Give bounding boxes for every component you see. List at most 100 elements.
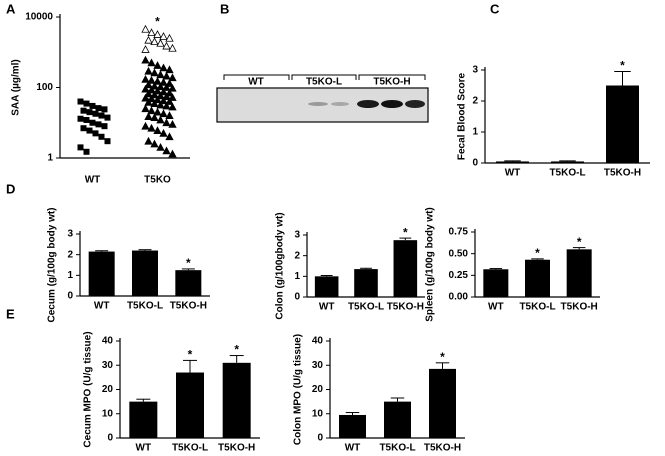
data-point (153, 95, 162, 104)
data-point (83, 116, 90, 123)
data-point (156, 38, 165, 47)
bar (339, 414, 366, 438)
data-point (86, 127, 93, 134)
data-point (150, 68, 159, 77)
data-point (141, 84, 150, 93)
data-point (156, 70, 165, 79)
data-point (159, 78, 168, 86)
y-axis-label: Spleen (g/100g body wt) (425, 207, 436, 321)
data-point (153, 107, 162, 116)
y-tick-label: 30 (312, 360, 324, 371)
blot-band (331, 102, 349, 106)
data-point (165, 111, 174, 119)
data-point (162, 118, 171, 127)
significance-mark: * (234, 343, 239, 357)
y-tick-label: 0.50 (449, 248, 469, 259)
data-point (147, 85, 156, 94)
bar (222, 362, 251, 438)
blot-band (405, 100, 425, 108)
data-point (156, 115, 165, 124)
data-point (150, 139, 159, 148)
y-axis-label: Cecum (g/100g body wt) (47, 207, 58, 322)
data-point (162, 83, 171, 91)
data-point (144, 89, 153, 98)
data-point (147, 58, 156, 67)
data-point (147, 94, 156, 103)
y-tick-label: 0 (317, 433, 323, 444)
data-point (77, 115, 84, 122)
bar (551, 161, 584, 163)
x-tick-label: T5KO-L (519, 302, 555, 313)
data-point (150, 113, 159, 121)
bar (354, 269, 378, 297)
panel-label: E (6, 306, 15, 321)
data-point (153, 86, 162, 95)
panel-label: B (220, 1, 229, 16)
y-tick-label: 2 (294, 250, 300, 261)
data-point (144, 97, 153, 106)
y-tick-label: 40 (312, 336, 324, 347)
data-point (168, 102, 177, 111)
data-point (89, 119, 96, 126)
data-point (150, 37, 159, 46)
data-point (159, 109, 168, 118)
data-point (159, 96, 168, 105)
data-point (159, 129, 168, 137)
data-point (77, 98, 84, 105)
blot-band (308, 102, 328, 106)
y-tick-label: 1 (67, 270, 73, 281)
panel-label: C (490, 1, 500, 16)
bar (606, 85, 639, 163)
data-point (141, 121, 150, 130)
data-point (159, 63, 168, 72)
x-tick-label: WT (94, 301, 110, 312)
data-point (144, 80, 153, 89)
data-point (168, 73, 177, 82)
blot-band (357, 100, 379, 108)
data-point (141, 75, 150, 83)
data-point (159, 87, 168, 96)
panel-label: A (6, 1, 16, 16)
y-tick-label: 10 (312, 408, 324, 419)
data-point (147, 106, 156, 115)
y-tick-label: 0.25 (449, 270, 469, 281)
data-point (98, 133, 105, 140)
data-point (153, 126, 162, 134)
y-tick-label: 3 (67, 229, 73, 240)
data-point (92, 130, 99, 137)
blot: WT T5KO-L T5KO-H (216, 74, 429, 123)
data-point (92, 110, 99, 117)
data-point (141, 24, 150, 33)
y-tick-label: 1 (294, 271, 300, 282)
data-point (104, 114, 111, 121)
bar (525, 259, 550, 297)
data-point (165, 88, 174, 97)
y-tick-label: 1 (472, 127, 478, 138)
data-point (141, 45, 150, 53)
data-point (147, 75, 156, 84)
significance-mark: * (155, 14, 160, 28)
x-tick-label: T5KO-H (387, 302, 424, 313)
data-point (168, 120, 177, 128)
y-axis-label: SAA (µg/ml) (11, 59, 22, 116)
data-point (165, 33, 174, 42)
data-point (168, 83, 177, 92)
lane-label: WT (248, 77, 264, 88)
bar (175, 270, 202, 296)
data-point (162, 71, 171, 80)
blot-band (381, 100, 403, 108)
data-point (101, 106, 108, 113)
data-point (141, 93, 150, 102)
data-point (168, 43, 177, 52)
data-point (168, 149, 177, 158)
x-tick-label: T5KO-L (127, 301, 163, 312)
x-tick-label: WT (345, 443, 361, 454)
y-axis-label: Colon MPO (U/g tissue) (293, 334, 304, 445)
data-point (150, 81, 159, 90)
significance-mark: * (188, 348, 193, 362)
data-point (77, 144, 84, 151)
data-point (83, 148, 90, 155)
x-tick-label: T5KO-L (348, 302, 384, 313)
y-tick-label: 0 (67, 291, 73, 302)
